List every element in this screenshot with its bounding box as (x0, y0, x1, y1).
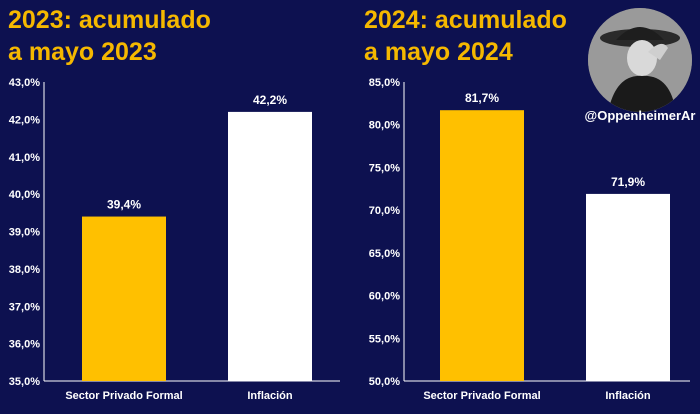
y-tick-label: 50,0% (369, 376, 400, 388)
data-label: 42,2% (253, 93, 287, 107)
y-tick-label: 80,0% (369, 120, 400, 132)
y-tick-label: 38,0% (9, 264, 40, 276)
y-tick-label: 40,0% (9, 189, 40, 201)
chart-title-2024-line2: a mayo 2024 (364, 38, 513, 66)
bar-sector-privado-formal (82, 216, 166, 381)
x-tick-label: Inflación (605, 390, 651, 402)
bar-inflacion (228, 111, 312, 382)
y-tick-label: 65,0% (369, 248, 400, 260)
chart-title-2023-line1: 2023: acumulado (8, 6, 211, 34)
y-tick-label: 42,0% (9, 114, 40, 126)
author-handle: @OppenheimerAr (584, 108, 696, 123)
y-tick-label: 85,0% (369, 77, 400, 89)
chart-title-2024: 2024: acumulado a mayo 2024 (364, 4, 567, 68)
avatar (588, 8, 692, 112)
data-label: 71,9% (611, 175, 645, 189)
avatar-portrait-icon (588, 8, 692, 112)
y-tick-label: 75,0% (369, 162, 400, 174)
bar-inflacion (586, 193, 670, 381)
y-tick-label: 36,0% (9, 339, 40, 351)
y-tick-label: 60,0% (369, 291, 400, 303)
x-tick-label: Sector Privado Formal (423, 390, 540, 402)
chart-title-2023-line2: a mayo 2023 (8, 38, 157, 66)
bar-sector-privado-formal (440, 110, 524, 381)
chart-title-2023: 2023: acumulado a mayo 2023 (8, 4, 211, 68)
y-tick-label: 37,0% (9, 301, 40, 313)
x-tick-label: Sector Privado Formal (65, 390, 182, 402)
data-label: 39,4% (107, 198, 141, 212)
data-label: 81,7% (465, 91, 499, 105)
x-tick-label: Inflación (247, 390, 293, 402)
y-tick-label: 55,0% (369, 333, 400, 345)
y-tick-label: 41,0% (9, 152, 40, 164)
y-tick-label: 39,0% (9, 227, 40, 239)
y-tick-label: 43,0% (9, 77, 40, 89)
chart-title-2024-line1: 2024: acumulado (364, 6, 567, 34)
y-tick-label: 35,0% (9, 376, 40, 388)
y-tick-label: 70,0% (369, 205, 400, 217)
